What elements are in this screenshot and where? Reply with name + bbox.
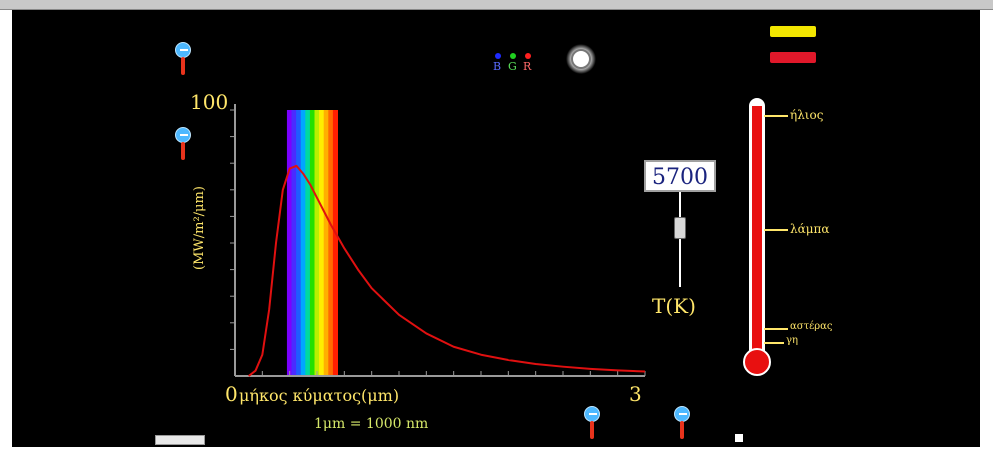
visible-spectrum-band [314, 110, 320, 376]
thermometer-tick [764, 229, 788, 231]
rgb-dots [495, 53, 531, 59]
y-axis-label: (MW/m²/μm) [192, 186, 207, 270]
thermometer-tick-label: αστέρας [790, 321, 833, 332]
rgb-indicator: B G R [490, 50, 550, 80]
x-axis-min-label: 0 [225, 382, 238, 406]
visible-spectrum-band [286, 110, 293, 376]
visible-spectrum-band [309, 110, 316, 376]
thermometer-tick [764, 342, 784, 344]
planck-curve-line [248, 164, 646, 377]
temperature-slider-track[interactable] [679, 192, 681, 287]
slider-pin-icon[interactable] [584, 406, 600, 440]
rgb-label-b: B [493, 60, 502, 73]
yellow-button[interactable] [770, 26, 816, 37]
window-top-bar [0, 0, 993, 10]
visible-spectrum-band [291, 110, 297, 376]
rgb-label-r: R [523, 60, 532, 73]
rgb-label-g: G [508, 60, 517, 73]
visible-spectrum-band [323, 110, 329, 376]
thermometer-tick-label: γη [786, 335, 798, 346]
thermometer-fill [752, 106, 762, 360]
star-glow-icon [566, 44, 596, 74]
simulation-stage: B G R 100 (MW/m²/μm) 0 μήκος κύματος(μm)… [12, 10, 980, 447]
window-bottom-bar [0, 447, 993, 459]
y-axis-max-label: 100 [190, 90, 229, 114]
thermometer-tick-label: λάμπα [790, 222, 830, 236]
slider-pin-icon[interactable] [674, 406, 690, 440]
visible-spectrum-band [296, 110, 302, 376]
slider-pin-icon[interactable] [175, 127, 191, 161]
small-control-box[interactable] [155, 435, 205, 445]
visible-spectrum-band [319, 110, 325, 376]
thermometer [742, 98, 772, 388]
visible-spectrum-band [300, 110, 306, 376]
red-button[interactable] [770, 52, 816, 63]
x-axis-max-label: 3 [629, 382, 642, 406]
x-axis-label: μήκος κύματος(μm) [239, 386, 400, 405]
unit-note: 1μm = 1000 nm [314, 416, 429, 432]
visible-spectrum-band [332, 110, 338, 376]
thermometer-bulb [743, 348, 771, 376]
spectrum-chart [230, 104, 646, 377]
visible-spectrum-band [328, 110, 334, 376]
visible-spectrum-band [305, 110, 311, 376]
thermometer-tick [764, 115, 788, 117]
temperature-label: T(K) [652, 294, 696, 318]
thermometer-tick [764, 328, 788, 330]
temperature-slider-handle[interactable] [674, 217, 686, 239]
thermometer-tick-label: ήλιος [790, 108, 824, 122]
slider-pin-icon[interactable] [175, 42, 191, 76]
temperature-value-box[interactable]: 5700 [644, 160, 716, 192]
checkbox[interactable] [735, 434, 743, 442]
